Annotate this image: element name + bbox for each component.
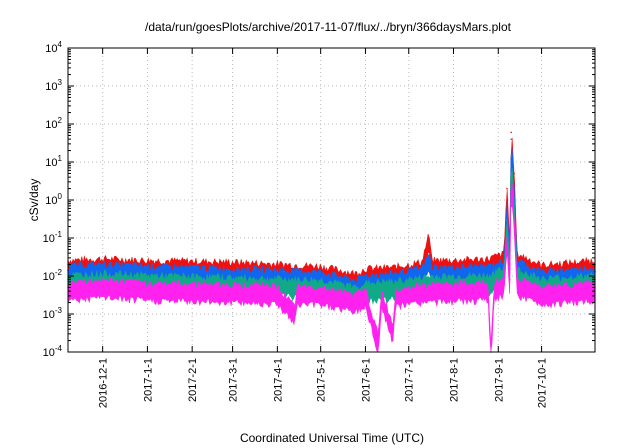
data-point xyxy=(380,292,383,295)
x-tick-label: 2017-4-1 xyxy=(272,358,284,402)
data-point xyxy=(392,328,394,330)
data-point xyxy=(503,281,505,283)
data-point xyxy=(506,219,508,221)
data-point xyxy=(354,276,357,279)
x-axis-label: Coordinated Universal Time (UTC) xyxy=(240,431,424,445)
data-point xyxy=(509,278,511,281)
y-tick-label: 101 xyxy=(45,154,62,169)
data-point xyxy=(487,269,489,272)
data-point xyxy=(506,237,508,239)
data-point xyxy=(319,283,322,286)
data-point xyxy=(487,278,489,281)
data-point xyxy=(231,281,234,283)
data-point xyxy=(354,290,357,292)
data-point xyxy=(231,288,234,290)
data-point xyxy=(452,287,455,289)
x-tick-label: 2016-12-1 xyxy=(98,358,110,408)
data-point xyxy=(146,278,149,281)
y-tick-label: 100 xyxy=(45,192,62,207)
data-point xyxy=(513,187,515,190)
y-axis-label: cSv/day xyxy=(27,179,41,222)
data-point xyxy=(428,237,430,239)
data-point xyxy=(101,283,104,286)
data-point xyxy=(101,267,104,270)
data-point xyxy=(146,286,149,289)
grid xyxy=(68,48,595,352)
x-tick-label: 2017-7-1 xyxy=(404,358,416,402)
data-point xyxy=(231,265,234,268)
data-point xyxy=(540,275,543,277)
data-point xyxy=(420,288,423,290)
data-point xyxy=(516,281,518,283)
data-point xyxy=(506,200,508,203)
y-tick-label: 103 xyxy=(45,78,62,93)
y-tick-label: 10-2 xyxy=(43,268,63,283)
data-point xyxy=(146,269,149,272)
data-point xyxy=(231,272,234,274)
data-point xyxy=(392,276,394,279)
chart-title: /data/run/goesPlots/archive/2017-11-07/f… xyxy=(145,20,512,34)
data-point xyxy=(276,273,279,276)
data-point xyxy=(487,286,489,289)
x-tick-label: 2017-1-1 xyxy=(142,358,154,402)
data-point xyxy=(364,272,367,274)
y-axis: 10-4 10-3 10-2 10-1 100 101 102 103 104 xyxy=(43,40,595,359)
data-point xyxy=(431,270,433,273)
data-point xyxy=(452,263,455,266)
data-point xyxy=(420,272,423,274)
data-point xyxy=(510,138,513,140)
y-tick-label: 104 xyxy=(45,40,62,55)
y-tick-label: 10-1 xyxy=(43,230,63,245)
x-tick-label: 2017-2-1 xyxy=(187,358,199,402)
data-point xyxy=(513,202,515,205)
x-tick-label: 2017-9-1 xyxy=(493,358,505,402)
data-point xyxy=(191,287,193,289)
x-tick-label: 2017-6-1 xyxy=(360,358,372,402)
data-point xyxy=(377,339,380,342)
data-point xyxy=(452,279,455,282)
series-layer xyxy=(67,131,596,353)
x-tick-label: 2017-8-1 xyxy=(449,358,461,402)
x-tick-label: 2017-10-1 xyxy=(537,358,549,408)
data-point xyxy=(319,275,322,277)
data-point xyxy=(513,219,515,221)
data-point xyxy=(493,286,495,289)
data-point xyxy=(191,279,193,282)
data-point xyxy=(510,154,513,157)
data-point xyxy=(510,131,513,134)
data-point xyxy=(296,290,299,292)
data-point xyxy=(319,290,322,292)
data-point xyxy=(392,270,394,273)
data-point xyxy=(276,289,279,292)
data-point xyxy=(428,257,430,259)
data-point xyxy=(191,270,193,273)
data-point xyxy=(293,310,296,312)
data-point xyxy=(276,282,279,284)
y-tick-label: 102 xyxy=(45,116,62,131)
y-tick-label: 10-3 xyxy=(43,306,63,321)
data-point xyxy=(420,281,423,283)
data-point xyxy=(364,292,367,295)
data-point xyxy=(354,298,357,300)
x-tick-label: 2017-3-1 xyxy=(228,358,240,402)
data-point xyxy=(452,270,455,273)
data-point xyxy=(510,172,513,175)
data-point xyxy=(364,278,367,281)
data-point xyxy=(506,187,508,190)
data-point xyxy=(394,292,397,295)
data-point xyxy=(540,290,543,292)
data-point xyxy=(392,285,394,287)
data-point xyxy=(540,282,543,284)
x-tick-label: 2017-5-1 xyxy=(316,358,328,402)
data-point xyxy=(276,267,279,270)
y-tick-label: 10-4 xyxy=(43,344,63,359)
x-axis: 2016-12-1 2017-1-1 2017-2-1 2017-3-1 2017-4-… xyxy=(98,48,549,408)
